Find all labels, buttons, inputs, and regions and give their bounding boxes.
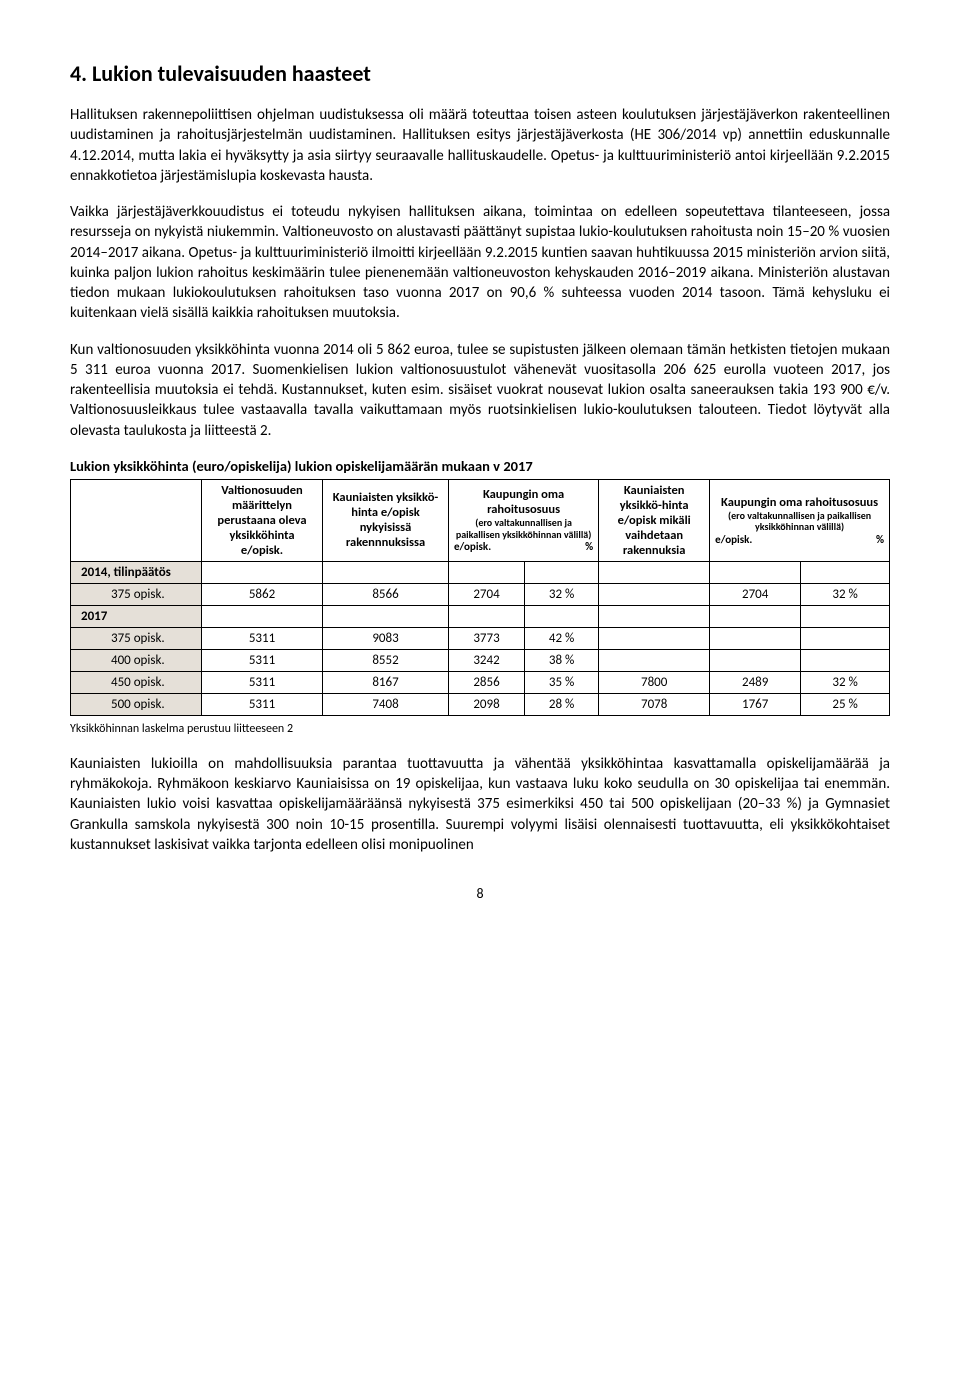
table-title: Lukion yksikköhinta (euro/opiskelija) lu…: [70, 457, 890, 475]
cell: 2098: [449, 693, 525, 715]
cell: 35 %: [525, 671, 599, 693]
col-header-city-share-current-unit: e/opisk.: [454, 540, 491, 553]
col-header-city-share-switched-sub: (ero valtakunnallisen ja paikallisen yks…: [715, 510, 884, 533]
col-header-city-share-current-pct: %: [585, 540, 593, 553]
cell: 5311: [202, 627, 323, 649]
cell: 5862: [202, 583, 323, 605]
page-number: 8: [70, 885, 890, 902]
col-header-kauniainen-switched: Kauniaisten yksikkö-hinta e/opisk mikäli…: [599, 479, 710, 561]
table-group-row: 2017: [71, 605, 890, 627]
paragraph-3: Kun valtionosuuden yksikköhinta vuonna 2…: [70, 340, 890, 441]
row-label: 500 opisk.: [71, 693, 202, 715]
cell: 8566: [323, 583, 449, 605]
cell: 5311: [202, 693, 323, 715]
cell: [710, 627, 801, 649]
row-label: 400 opisk.: [71, 649, 202, 671]
cell: 2704: [449, 583, 525, 605]
cell: 32 %: [801, 671, 890, 693]
cell: 5311: [202, 671, 323, 693]
cell: [710, 649, 801, 671]
cell: 32 %: [525, 583, 599, 605]
cell: 3242: [449, 649, 525, 671]
row-label: 375 opisk.: [71, 583, 202, 605]
cell: [599, 583, 710, 605]
table-row: 450 opisk. 5311 8167 2856 35 % 7800 2489…: [71, 671, 890, 693]
table-row: 400 opisk. 5311 8552 3242 38 %: [71, 649, 890, 671]
cell: 8552: [323, 649, 449, 671]
cell: 42 %: [525, 627, 599, 649]
cell: 32 %: [801, 583, 890, 605]
paragraph-2: Vaikka järjestäjäverkkouudistus ei toteu…: [70, 202, 890, 324]
col-header-city-share-current-sub: (ero valtakunnallisen ja paikallisen yks…: [454, 517, 593, 540]
col-header-state-unit: Valtionosuuden määrittelyn perustaana ol…: [202, 479, 323, 561]
table-footnote: Yksikköhinnan laskelma perustuu liittees…: [70, 722, 890, 736]
table-header-row: Valtionosuuden määrittelyn perustaana ol…: [71, 479, 890, 561]
cell: 7078: [599, 693, 710, 715]
document-page: 4. Lukion tulevaisuuden haasteet Hallitu…: [0, 0, 960, 942]
cell: 2489: [710, 671, 801, 693]
cell: [801, 627, 890, 649]
unit-price-table: Valtionosuuden määrittelyn perustaana ol…: [70, 479, 890, 716]
row-label: 450 opisk.: [71, 671, 202, 693]
cell: 5311: [202, 649, 323, 671]
cell: 38 %: [525, 649, 599, 671]
col-header-city-share-switched: Kaupungin oma rahoitusosuus (ero valtaku…: [710, 479, 890, 561]
table-row: 375 opisk. 5311 9083 3773 42 %: [71, 627, 890, 649]
cell: 9083: [323, 627, 449, 649]
col-header-city-share-current: Kaupungin oma rahoitusosuus (ero valtaku…: [449, 479, 599, 561]
table-group-row: 2014, tilinpäätös: [71, 561, 890, 583]
cell: 7800: [599, 671, 710, 693]
group-2014: 2014, tilinpäätös: [71, 561, 202, 583]
cell: 3773: [449, 627, 525, 649]
section-title: 4. Lukion tulevaisuuden haasteet: [70, 60, 890, 87]
table-row: 375 opisk. 5862 8566 2704 32 % 2704 32 %: [71, 583, 890, 605]
cell: 8167: [323, 671, 449, 693]
col-header-city-share-switched-main: Kaupungin oma rahoitusosuus: [715, 495, 884, 510]
cell: 1767: [710, 693, 801, 715]
cell: 2856: [449, 671, 525, 693]
cell: 2704: [710, 583, 801, 605]
cell: 28 %: [525, 693, 599, 715]
cell: 7408: [323, 693, 449, 715]
row-label: 375 opisk.: [71, 627, 202, 649]
table-row: 500 opisk. 5311 7408 2098 28 % 7078 1767…: [71, 693, 890, 715]
cell: 25 %: [801, 693, 890, 715]
col-header-city-share-switched-unit: e/opisk.: [715, 533, 752, 546]
group-2017: 2017: [71, 605, 202, 627]
col-header-city-share-switched-pct: %: [876, 533, 884, 546]
paragraph-4: Kauniaisten lukioilla on mahdollisuuksia…: [70, 754, 890, 855]
col-header-kauniainen-current: Kauniaisten yksikkö-hinta e/opisk nykyis…: [323, 479, 449, 561]
col-header-city-share-current-main: Kaupungin oma rahoitusosuus: [454, 487, 593, 517]
cell: [599, 649, 710, 671]
cell: [801, 649, 890, 671]
paragraph-1: Hallituksen rakennepoliittisen ohjelman …: [70, 105, 890, 186]
cell: [599, 627, 710, 649]
